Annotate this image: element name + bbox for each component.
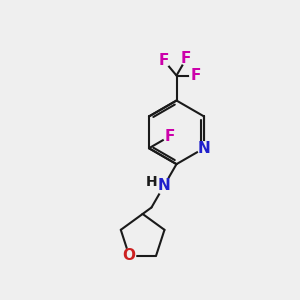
Text: F: F: [159, 53, 169, 68]
Circle shape: [198, 142, 211, 155]
Text: F: F: [190, 68, 201, 83]
Circle shape: [190, 70, 202, 81]
Text: N: N: [158, 178, 170, 193]
Text: O: O: [123, 248, 136, 263]
Circle shape: [156, 178, 172, 194]
Text: N: N: [198, 141, 210, 156]
Circle shape: [164, 130, 176, 142]
Text: H: H: [146, 175, 158, 189]
Text: F: F: [181, 51, 191, 66]
Circle shape: [180, 53, 192, 65]
Text: F: F: [165, 129, 175, 144]
Circle shape: [123, 249, 136, 262]
Circle shape: [158, 55, 170, 67]
